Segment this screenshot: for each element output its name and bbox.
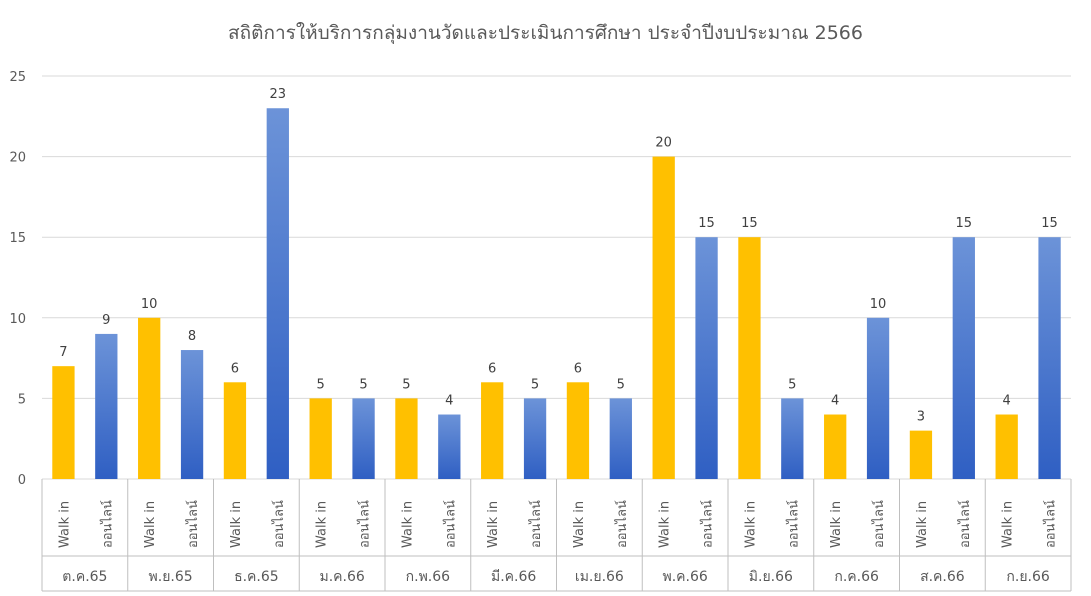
category-label: Walk in	[315, 501, 330, 548]
month-label: ก.ย.66	[1006, 569, 1049, 585]
category-label: Walk in	[229, 501, 244, 548]
y-tick-label: 10	[9, 312, 26, 327]
data-label: 7	[59, 345, 67, 360]
data-label: 15	[956, 216, 973, 231]
bar-online	[352, 398, 375, 479]
data-label: 15	[741, 216, 758, 231]
month-label: มี.ค.66	[491, 569, 536, 585]
y-tick-label: 0	[18, 473, 26, 488]
data-label: 23	[270, 87, 287, 102]
category-label: Walk in	[915, 501, 930, 548]
grid-lines	[41, 75, 1072, 592]
category-label: ออนไลน์	[871, 500, 887, 548]
category-label: Walk in	[829, 501, 844, 548]
month-label: ก.พ.66	[406, 569, 451, 585]
category-label: ออนไลน์	[957, 500, 973, 548]
data-label: 6	[488, 361, 496, 376]
bar-walk-in	[52, 366, 75, 479]
bar-walk-in	[309, 398, 332, 479]
data-label: 5	[402, 377, 410, 392]
bar-online	[266, 108, 289, 480]
category-label: ออนไลน์	[357, 500, 373, 548]
bar-walk-in	[395, 398, 418, 479]
category-label: Walk in	[143, 501, 158, 548]
month-label: ต.ค.65	[62, 569, 107, 585]
category-label: ออนไลน์	[614, 500, 630, 548]
bar-walk-in	[481, 382, 504, 479]
labels: 0 5 10 15 20 25 7 Walk in 9 ออนไลน์ต.ค.65 10 Walk i…	[9, 70, 1058, 585]
month-label: ก.ค.66	[834, 569, 879, 585]
chart-title: สถิติการให้บริการกลุ่มงานวัดและประเมินกา…	[228, 22, 863, 44]
category-label: ออนไลน์	[185, 500, 201, 548]
data-label: 5	[617, 377, 625, 392]
month-label: ส.ค.66	[920, 569, 965, 585]
bar-walk-in	[738, 237, 761, 479]
bar-online	[438, 414, 461, 479]
bar-online	[180, 350, 204, 479]
bar-online	[952, 237, 975, 479]
data-label: 5	[317, 377, 325, 392]
data-label: 20	[655, 136, 672, 151]
bar-online	[609, 398, 632, 479]
bar-online	[866, 317, 890, 479]
bars	[52, 108, 1061, 480]
category-label: ออนไลน์	[442, 500, 458, 548]
data-label: 6	[574, 361, 582, 376]
data-label: 3	[917, 410, 925, 425]
bar-walk-in	[223, 382, 247, 479]
y-tick-label: 15	[9, 231, 26, 246]
data-label: 6	[231, 361, 239, 376]
data-label: 8	[188, 329, 196, 344]
bar-walk-in	[995, 414, 1018, 479]
category-label: ออนไลน์	[700, 500, 716, 548]
category-label: Walk in	[658, 501, 673, 548]
y-tick-label: 20	[9, 151, 26, 166]
category-label: Walk in	[743, 501, 758, 548]
category-label: ออนไลน์	[785, 500, 801, 548]
bar-online	[781, 398, 804, 479]
month-label: เม.ย.66	[575, 569, 624, 585]
month-label: ม.ค.66	[319, 569, 364, 585]
bar-walk-in	[824, 414, 847, 479]
data-label: 4	[1003, 394, 1011, 409]
category-label: Walk in	[572, 501, 587, 548]
y-tick-label: 5	[18, 392, 26, 407]
category-label: Walk in	[400, 501, 415, 548]
data-label: 10	[870, 297, 887, 312]
bar-online	[523, 398, 547, 479]
data-label: 5	[531, 377, 539, 392]
month-label: มิ.ย.66	[749, 569, 793, 585]
bar-walk-in	[138, 317, 161, 479]
bar-walk-in	[652, 156, 675, 479]
category-label: ออนไลน์	[271, 500, 287, 548]
data-label: 4	[831, 394, 839, 409]
category-label: ออนไลน์	[1043, 500, 1059, 548]
month-label: พ.ค.66	[662, 569, 707, 585]
category-label: Walk in	[1001, 501, 1016, 548]
data-label: 4	[445, 394, 453, 409]
data-label: 5	[788, 377, 796, 392]
bar-online	[695, 237, 718, 479]
category-label: Walk in	[57, 501, 72, 548]
bar-walk-in	[566, 382, 590, 479]
data-label: 10	[141, 297, 158, 312]
data-label: 15	[1041, 216, 1058, 231]
bar-online	[1038, 237, 1061, 479]
data-label: 15	[698, 216, 715, 231]
category-label: ออนไลน์	[99, 500, 115, 548]
category-label: ออนไลน์	[528, 500, 544, 548]
category-label: Walk in	[486, 501, 501, 548]
month-label: ธ.ค.65	[234, 569, 279, 585]
y-tick-label: 25	[9, 70, 26, 85]
bar-walk-in	[909, 430, 933, 479]
bar-online	[95, 333, 118, 479]
month-label: พ.ย.65	[149, 569, 193, 585]
data-label: 5	[359, 377, 367, 392]
data-label: 9	[102, 313, 110, 328]
